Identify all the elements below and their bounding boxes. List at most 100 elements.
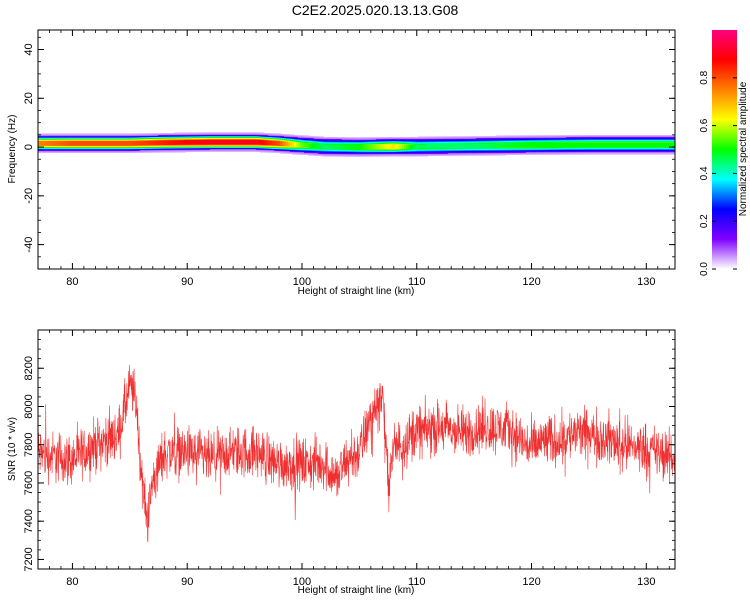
heatmap-cell [178,135,180,136]
heatmap-cell [376,137,378,138]
heatmap-cell [148,140,150,141]
heatmap-cell [184,143,186,144]
heatmap-cell [454,139,456,140]
heatmap-cell [472,144,474,145]
heatmap-cell [320,148,322,149]
heatmap-cell [116,136,118,137]
heatmap-cell [394,146,396,147]
heatmap-cell [504,154,506,155]
heatmap-cell [188,144,190,145]
heatmap-cell [254,144,256,145]
heatmap-cell [192,133,194,134]
heatmap-cell [322,156,324,157]
heatmap-cell [132,147,134,148]
heatmap-cell [346,140,348,141]
heatmap-cell [436,138,438,139]
heatmap-cell [354,149,356,150]
heatmap-cell [400,148,402,149]
heatmap-cell [476,139,478,140]
heatmap-cell [146,136,148,137]
heatmap-cell [490,155,492,156]
heatmap-cell [184,141,186,142]
heatmap-cell [324,144,326,145]
heatmap-cell [436,140,438,141]
heatmap-cell [38,137,40,138]
heatmap-cell [72,137,74,138]
heatmap-cell [196,142,198,143]
heatmap-cell [336,138,338,139]
heatmap-cell [316,136,318,137]
heatmap-cell [254,148,256,149]
heatmap-cell [420,150,422,151]
heatmap-cell [408,147,410,148]
heatmap-cell [398,148,400,149]
heatmap-cell [326,146,328,147]
heatmap-cell [232,146,234,147]
heatmap-cell [334,155,336,156]
heatmap-cell [184,150,186,151]
heatmap-cell [390,154,392,155]
heatmap-cell [424,147,426,148]
heatmap-cell [96,143,98,144]
heatmap-cell [168,135,170,136]
heatmap-cell [352,139,354,140]
heatmap-cell [356,147,358,148]
heatmap-cell [44,138,46,139]
heatmap-cell [86,140,88,141]
heatmap-cell [398,143,400,144]
heatmap-cell [48,133,50,134]
heatmap-cell [498,135,500,136]
heatmap-cell [370,151,372,152]
heatmap-cell [450,136,452,137]
heatmap-cell [84,151,86,152]
heatmap-cell [42,151,44,152]
heatmap-cell [76,145,78,146]
heatmap-cell [476,136,478,137]
heatmap-cell [166,138,168,139]
heatmap-cell [232,149,234,150]
heatmap-cell [252,149,254,150]
heatmap-cell [118,138,120,139]
heatmap-cell [166,141,168,142]
heatmap-cell [194,149,196,150]
heatmap-cell [532,142,534,143]
heatmap-cell [490,143,492,144]
heatmap-cell [222,146,224,147]
heatmap-cell [282,147,284,148]
heatmap-cell [410,142,412,143]
heatmap-cell [228,142,230,143]
heatmap-cell [510,147,512,148]
heatmap-cell [312,148,314,149]
heatmap-cell [366,144,368,145]
heatmap-cell [306,137,308,138]
heatmap-cell [446,146,448,147]
heatmap-cell [486,136,488,137]
heatmap-cell [68,139,70,140]
heatmap-cell [124,133,126,134]
heatmap-cell [306,152,308,153]
heatmap-cell [140,146,142,147]
heatmap-cell [310,148,312,149]
heatmap-cell [368,150,370,151]
heatmap-cell [46,136,48,137]
heatmap-cell [474,146,476,147]
heatmap-cell [216,143,218,144]
heatmap-cell [362,137,364,138]
heatmap-cell [534,136,536,137]
heatmap-cell [492,143,494,144]
heatmap-cell [88,148,90,149]
heatmap-cell [100,152,102,153]
heatmap-cell [220,147,222,148]
heatmap-cell [418,143,420,144]
heatmap-cell [96,145,98,146]
heatmap-cell [256,132,258,133]
heatmap-cell [106,135,108,136]
heatmap-cell [462,155,464,156]
heatmap-cell [452,143,454,144]
heatmap-cell [190,139,192,140]
heatmap-cell [124,146,126,147]
heatmap-cell [162,136,164,137]
heatmap-cell [92,149,94,150]
heatmap-cell [192,140,194,141]
heatmap-cell [440,149,442,150]
